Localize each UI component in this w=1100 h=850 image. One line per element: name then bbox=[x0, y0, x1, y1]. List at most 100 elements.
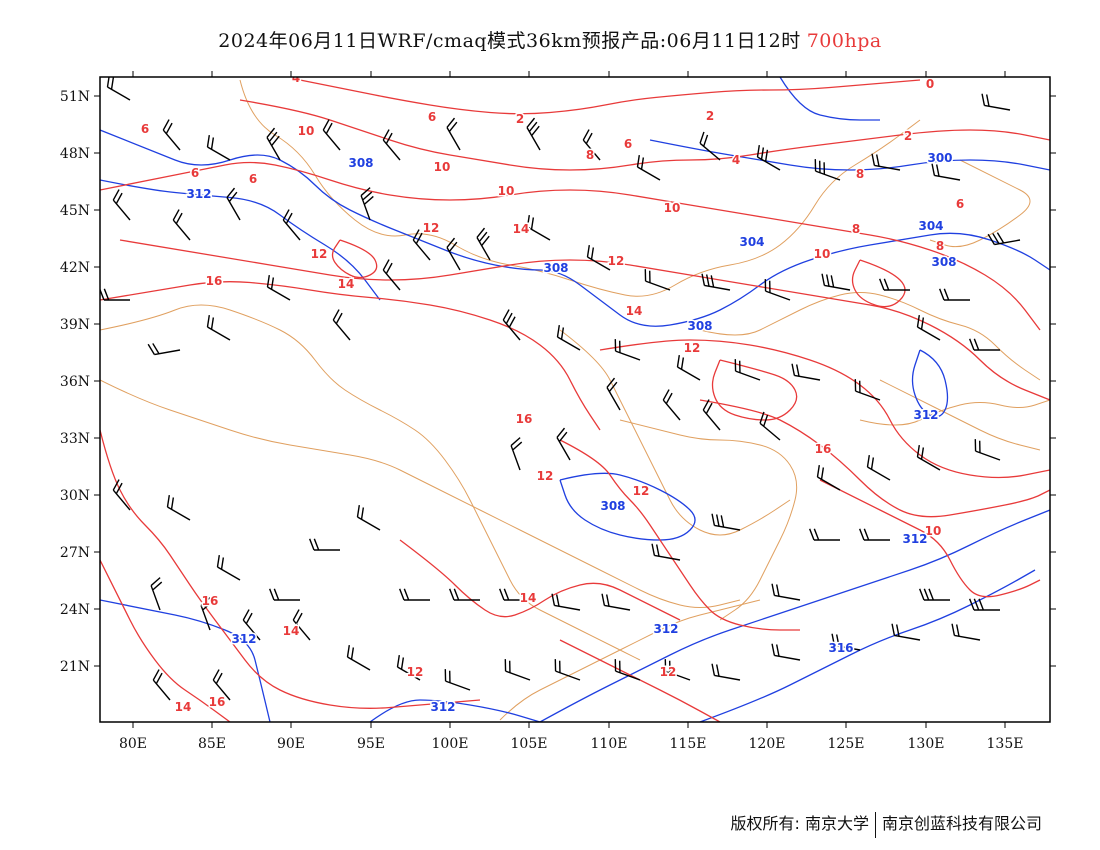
temperature-label: 2 bbox=[904, 129, 912, 143]
barb-staff bbox=[704, 284, 731, 291]
lon-label: 80E bbox=[119, 736, 147, 752]
barb-feather bbox=[400, 657, 405, 670]
temperature-label: 14 bbox=[175, 700, 192, 714]
barb-staff bbox=[217, 566, 241, 581]
wind-barb bbox=[662, 389, 681, 421]
wind-barb bbox=[764, 279, 791, 301]
barb-staff bbox=[554, 604, 581, 611]
barb-feather bbox=[481, 235, 490, 247]
barb-feather bbox=[705, 402, 713, 415]
wind-barb bbox=[446, 237, 461, 271]
temperature-label: 0 bbox=[926, 77, 934, 91]
title-main: 2024年06月11日WRF/cmaq模式36km预报产品:06月11日12时 bbox=[218, 30, 801, 52]
boundary-line bbox=[559, 329, 791, 536]
barb-staff bbox=[505, 670, 531, 681]
lon-label: 135E bbox=[987, 736, 1024, 752]
lon-label: 100E bbox=[432, 736, 469, 752]
barb-feather bbox=[813, 528, 820, 541]
wind-barb bbox=[106, 77, 131, 101]
barb-feather bbox=[382, 259, 390, 271]
barb-feather bbox=[662, 389, 670, 401]
barb-staff bbox=[446, 247, 461, 271]
temperature-label: 12 bbox=[407, 665, 424, 679]
barb-feather bbox=[415, 232, 423, 245]
temperature-label: 6 bbox=[428, 110, 436, 124]
wind-barb bbox=[918, 588, 950, 601]
wind-barb bbox=[266, 275, 291, 301]
wind-barb bbox=[871, 153, 901, 171]
barb-feather bbox=[996, 232, 1005, 244]
barb-feather bbox=[608, 381, 618, 392]
barb-staff bbox=[702, 409, 721, 431]
barb-feather bbox=[115, 482, 123, 495]
barb-feather bbox=[821, 273, 826, 286]
barb-staff bbox=[112, 199, 131, 221]
wind-barb bbox=[292, 609, 311, 641]
barb-feather bbox=[268, 588, 275, 601]
barb-feather bbox=[155, 672, 163, 685]
temperature-label: 6 bbox=[191, 166, 199, 180]
wind-barb bbox=[866, 455, 891, 481]
footer-company: 南京创蓝科技有限公司 bbox=[881, 814, 1042, 833]
barb-feather bbox=[332, 309, 340, 321]
wind-barb bbox=[968, 598, 1000, 611]
temperature-contour bbox=[331, 239, 378, 279]
barb-staff bbox=[774, 594, 801, 601]
wind-barb bbox=[931, 163, 961, 181]
height-label: 312 bbox=[430, 700, 455, 714]
barb-feather bbox=[582, 129, 590, 141]
temperature-label: 10 bbox=[925, 524, 942, 538]
height-contour bbox=[100, 129, 1050, 327]
barb-feather bbox=[220, 557, 225, 570]
temperature-contour bbox=[100, 281, 601, 431]
temperature-contour bbox=[851, 259, 906, 308]
barb-feather bbox=[308, 538, 315, 551]
barb-feather bbox=[760, 147, 765, 160]
barb-staff bbox=[637, 166, 661, 181]
height-label: 308 bbox=[600, 499, 625, 513]
barb-feather bbox=[510, 437, 521, 447]
barb-staff bbox=[662, 399, 681, 421]
barb-staff bbox=[556, 437, 571, 461]
barb-feather bbox=[110, 77, 115, 90]
barb-feather bbox=[115, 192, 123, 205]
barb-feather bbox=[526, 117, 536, 128]
lon-label: 125E bbox=[828, 736, 865, 752]
wind-barb bbox=[968, 338, 1000, 351]
height-label: 300 bbox=[927, 151, 952, 165]
barb-feather bbox=[938, 288, 945, 301]
barb-feather bbox=[150, 577, 161, 587]
barb-staff bbox=[765, 290, 791, 301]
wind-barb bbox=[212, 669, 231, 701]
barb-feather bbox=[883, 278, 890, 291]
barb-feather bbox=[282, 209, 290, 221]
lat-label: 51N bbox=[60, 89, 90, 105]
barb-staff bbox=[774, 654, 801, 661]
barb-staff bbox=[604, 604, 631, 611]
axis-ticks: 80E 85E 90E 95E 100E 105E 110E 115E 120E 125E 130E… bbox=[60, 71, 1056, 752]
height-label: 304 bbox=[918, 219, 943, 233]
barb-feather bbox=[720, 515, 725, 528]
barb-feather bbox=[112, 479, 120, 491]
wind-barb bbox=[112, 479, 131, 511]
wind-barb bbox=[771, 643, 801, 661]
lat-label: 21N bbox=[60, 659, 90, 675]
temperature-contour bbox=[100, 161, 1041, 331]
country-boundaries bbox=[100, 79, 1050, 721]
wind-barb bbox=[504, 659, 531, 681]
barb-feather bbox=[665, 392, 673, 405]
temperature-labels: 0 2 2 2 4 4 6 6 6 6 6 6 8 8 8 8 10 10 10 10 10 10 12 12 12 12 12 12… bbox=[139, 77, 965, 716]
height-contour bbox=[779, 77, 880, 121]
footer-owner: 版权所有: 南京大学 bbox=[730, 814, 869, 833]
wind-barb bbox=[756, 145, 781, 171]
barb-feather bbox=[820, 467, 825, 480]
wind-barb bbox=[699, 131, 721, 161]
barb-staff bbox=[526, 127, 541, 151]
wind-barb bbox=[502, 309, 521, 341]
barb-feather bbox=[605, 594, 610, 607]
boundary-line bbox=[499, 599, 761, 721]
height-label: 312 bbox=[231, 632, 256, 646]
barb-feather bbox=[556, 325, 561, 338]
wind-barb bbox=[831, 633, 861, 651]
barb-feather bbox=[973, 338, 980, 351]
